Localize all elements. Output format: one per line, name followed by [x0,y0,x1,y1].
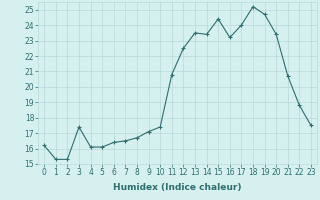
X-axis label: Humidex (Indice chaleur): Humidex (Indice chaleur) [113,183,242,192]
